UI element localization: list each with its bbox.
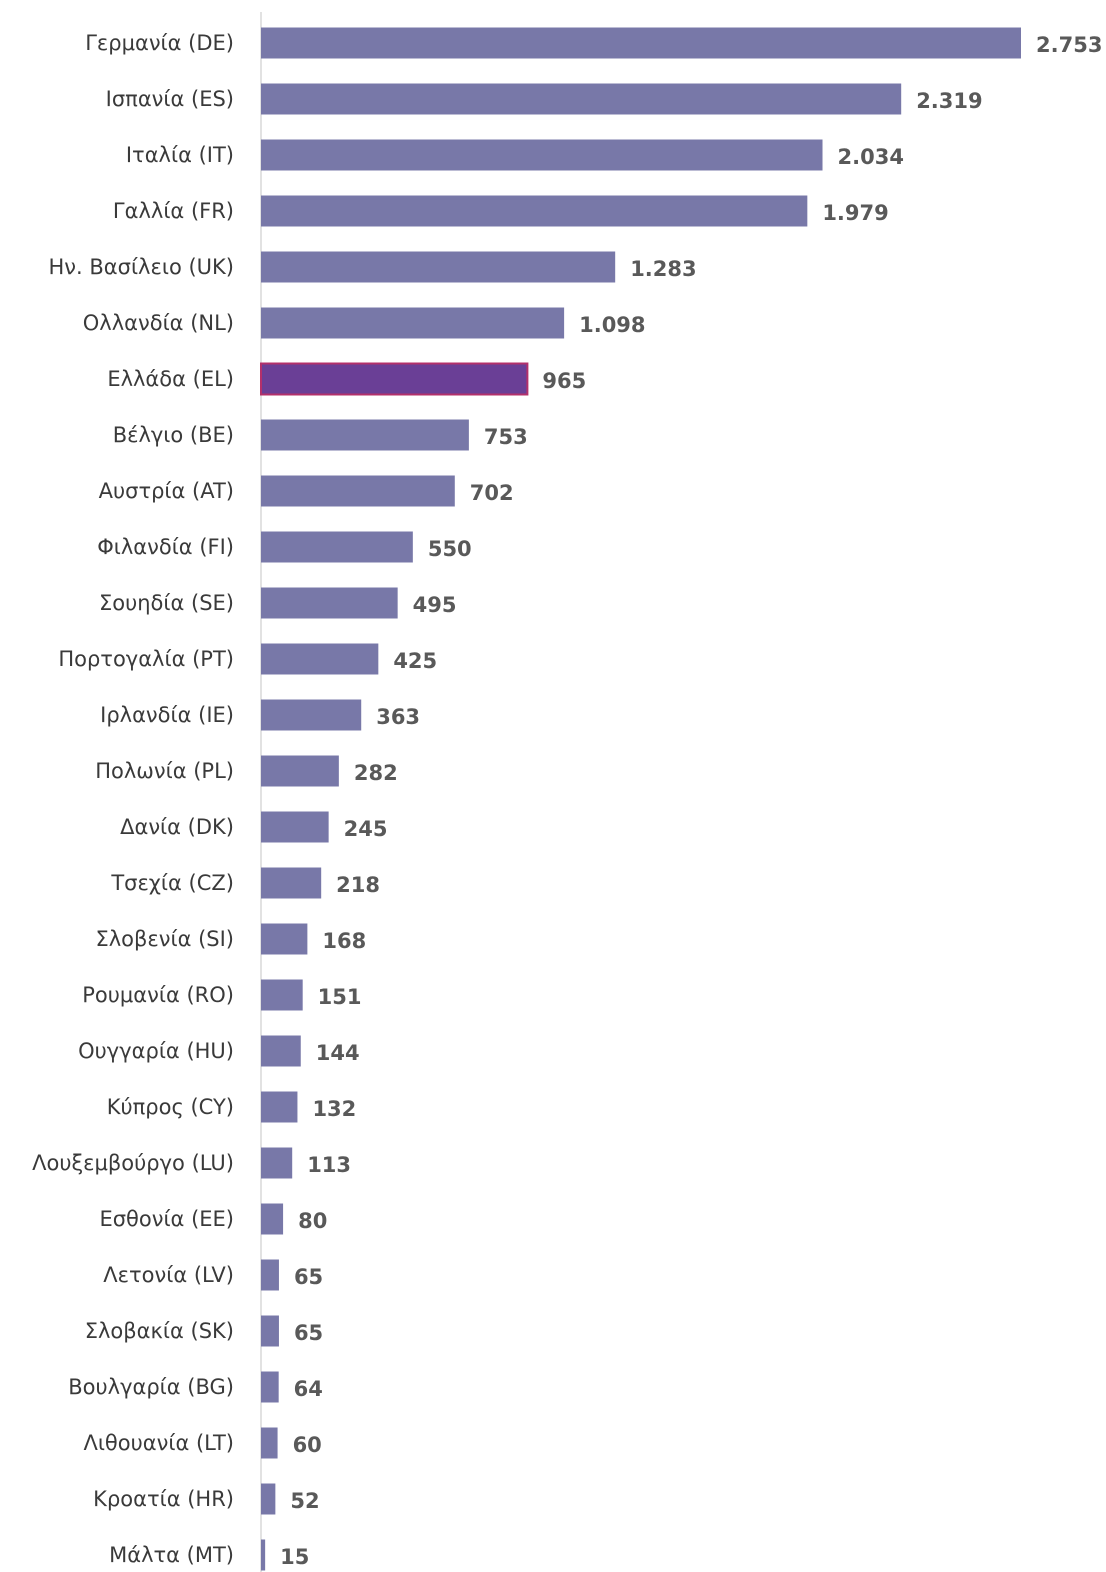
category-label: Ουγγαρία (HU)	[78, 1039, 234, 1063]
bar	[261, 1315, 279, 1347]
bar	[261, 755, 339, 787]
bar	[261, 867, 322, 899]
value-label: 2.034	[838, 145, 904, 169]
category-label: Ιταλία (IT)	[126, 143, 234, 167]
bar	[261, 531, 413, 563]
bar	[261, 587, 398, 619]
bar	[261, 27, 1021, 59]
value-label: 52	[290, 1489, 319, 1513]
bar	[261, 1203, 284, 1235]
category-label: Κροατία (HR)	[93, 1487, 234, 1511]
category-label: Γερμανία (DE)	[85, 31, 234, 55]
category-labels-group: Γερμανία (DE) Ισπανία (ES) Ιταλία (IT) Γαλλ…	[32, 31, 234, 1567]
bar	[261, 1539, 266, 1571]
value-label: 132	[312, 1097, 356, 1121]
bar	[261, 419, 469, 451]
bar	[261, 979, 303, 1011]
value-label: 65	[294, 1321, 323, 1345]
bars-group	[260, 27, 1021, 1571]
category-label: Δανία (DK)	[120, 815, 234, 839]
bar	[261, 1483, 276, 1515]
category-label: Σουηδία (SE)	[99, 591, 234, 615]
value-label: 1.098	[579, 313, 645, 337]
bar	[261, 83, 902, 115]
category-label: Σλοβενία (SI)	[95, 927, 234, 951]
bar	[261, 1259, 279, 1291]
bar	[261, 699, 362, 731]
category-label: Λιθουανία (LT)	[83, 1431, 234, 1455]
value-label: 702	[470, 481, 514, 505]
bar	[261, 139, 823, 171]
value-label: 2.319	[916, 89, 982, 113]
bar	[261, 1147, 293, 1179]
bar	[261, 1371, 279, 1403]
value-label: 80	[298, 1209, 327, 1233]
category-label: Γαλλία (FR)	[113, 199, 234, 223]
category-label: Λουξεμβούργο (LU)	[32, 1151, 234, 1175]
value-labels-group: 2.753 2.319 2.034 1.979 1.283 1.098 965 753 702 5…	[280, 33, 1102, 1569]
bar	[261, 307, 565, 339]
category-label: Ρουμανία (RO)	[82, 983, 234, 1007]
value-label: 168	[322, 929, 366, 953]
category-label: Βουλγαρία (BG)	[68, 1375, 234, 1399]
category-label: Φιλανδία (FI)	[97, 535, 234, 559]
bar	[261, 475, 455, 507]
value-label: 425	[393, 649, 437, 673]
category-label: Ιρλανδία (IE)	[100, 703, 234, 727]
value-label: 64	[294, 1377, 323, 1401]
value-label: 282	[354, 761, 398, 785]
bar	[261, 251, 616, 283]
bar	[261, 643, 379, 675]
value-label: 2.753	[1036, 33, 1102, 57]
category-label: Λετονία (LV)	[103, 1263, 234, 1287]
value-label: 65	[294, 1265, 323, 1289]
value-label: 245	[344, 817, 388, 841]
bar	[261, 1427, 278, 1459]
value-label: 965	[542, 369, 586, 393]
value-label: 60	[293, 1433, 322, 1457]
category-label: Μάλτα (MT)	[109, 1543, 234, 1567]
category-label: Αυστρία (AT)	[99, 479, 234, 503]
value-label: 550	[428, 537, 472, 561]
bar	[261, 1091, 298, 1123]
bar	[261, 923, 308, 955]
category-label: Εσθονία (EE)	[99, 1207, 234, 1231]
bar	[261, 195, 808, 227]
value-label: 113	[307, 1153, 351, 1177]
category-label: Πορτογαλία (PT)	[58, 647, 234, 671]
category-label: Ελλάδα (EL)	[107, 367, 234, 391]
value-label: 363	[376, 705, 420, 729]
value-label: 144	[316, 1041, 360, 1065]
category-label: Σλοβακία (SK)	[85, 1319, 234, 1343]
bar-highlighted	[260, 362, 529, 396]
value-label: 1.979	[822, 201, 888, 225]
bar	[261, 1035, 301, 1067]
category-label: Ολλανδία (NL)	[83, 311, 234, 335]
bar	[261, 811, 329, 843]
value-label: 15	[280, 1545, 309, 1569]
value-label: 1.283	[630, 257, 696, 281]
category-label: Πολωνία (PL)	[95, 759, 234, 783]
value-label: 151	[318, 985, 362, 1009]
value-label: 218	[336, 873, 380, 897]
value-label: 495	[413, 593, 457, 617]
value-label: 753	[484, 425, 528, 449]
category-label: Τσεχία (CZ)	[110, 871, 234, 895]
category-label: Ην. Βασίλειο (UK)	[49, 255, 234, 279]
category-label: Ισπανία (ES)	[106, 87, 234, 111]
category-label: Βέλγιο (BE)	[113, 423, 234, 447]
category-label: Κύπρος (CY)	[107, 1095, 234, 1119]
